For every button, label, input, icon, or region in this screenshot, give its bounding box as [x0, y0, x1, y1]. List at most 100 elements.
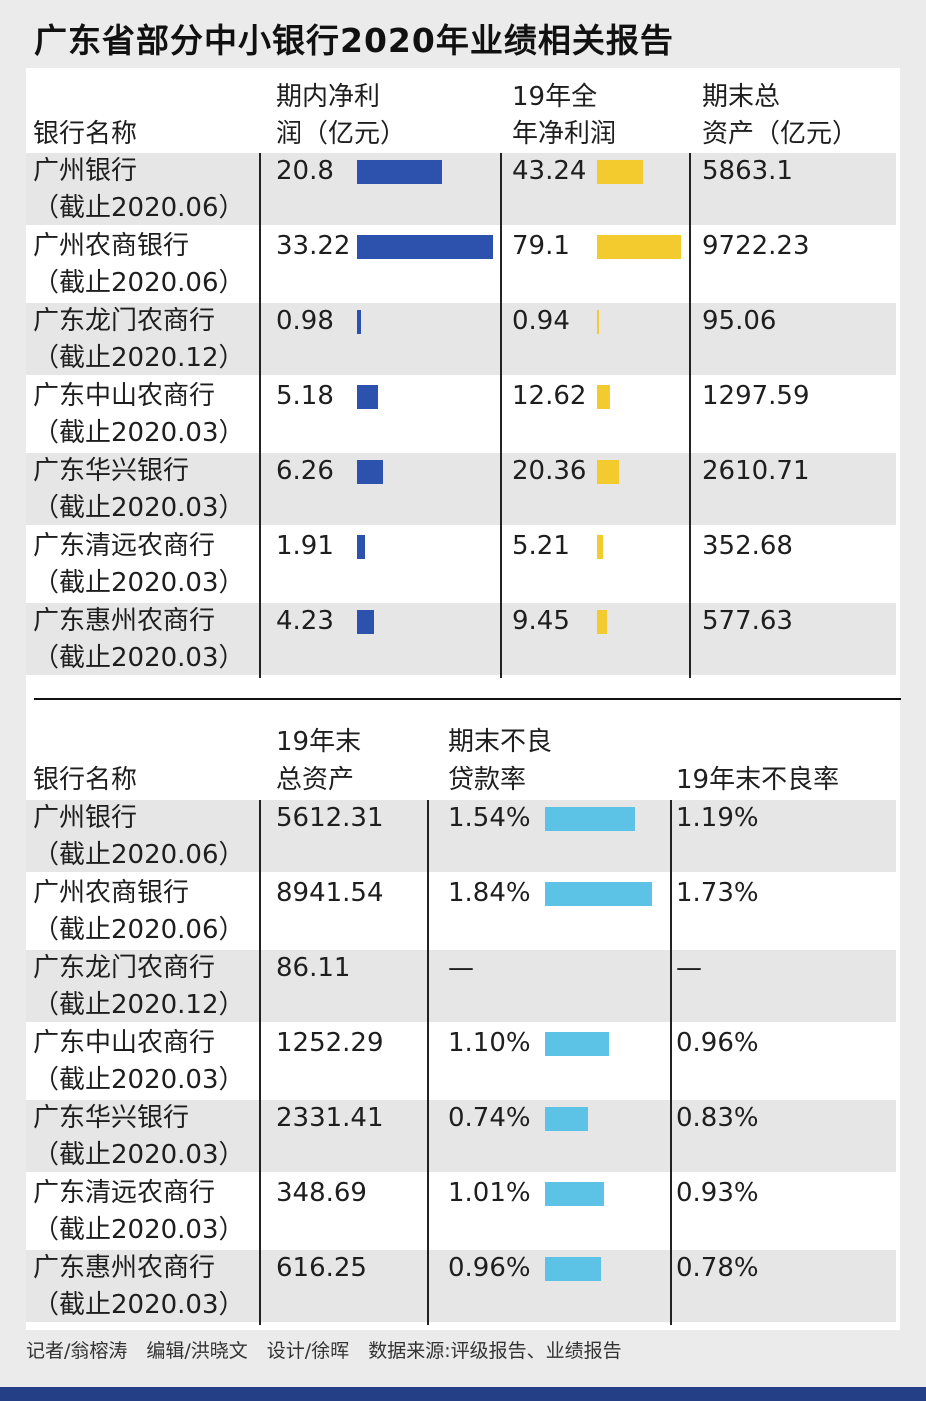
bank-name: 广东龙门农商行: [33, 953, 216, 983]
bank-name: 广东清远农商行: [33, 1178, 216, 1208]
header-assets-line2: 资产（亿元）: [702, 119, 859, 149]
bank-name: 广州银行: [33, 803, 138, 833]
bank-name: 广州农商银行: [33, 878, 190, 908]
npl-value: 0.96%: [448, 1253, 531, 1283]
npl-bar: [545, 1257, 601, 1281]
column-divider: [427, 800, 429, 1325]
net-profit-bar: [357, 610, 375, 634]
column-divider: [259, 153, 261, 678]
profit19-value: 12.62: [512, 381, 587, 411]
assets19-value: 616.25: [276, 1253, 367, 1283]
profit19-value: 79.1: [512, 231, 570, 261]
bank-period: （截止2020.12）: [33, 990, 245, 1020]
npl19-value: 0.78%: [676, 1253, 759, 1283]
bank-name: 广东华兴银行: [33, 1103, 190, 1133]
page-title: 广东省部分中小银行2020年业绩相关报告: [34, 21, 674, 60]
header-profit19-line2: 年净利润: [512, 119, 617, 149]
npl19-value: 0.96%: [676, 1028, 759, 1058]
header-bank-name-2: 银行名称: [33, 765, 138, 795]
profit19-value: 5.21: [512, 531, 570, 561]
profit19-value: 0.94: [512, 306, 570, 336]
header-assets19-line2: 总资产: [276, 765, 355, 795]
profit19-bar: [597, 385, 611, 409]
bank-period: （截止2020.03）: [33, 493, 245, 523]
net-profit-value: 5.18: [276, 381, 334, 411]
bank-name: 广东龙门农商行: [33, 306, 216, 336]
net-profit-bar: [357, 385, 379, 409]
npl19-value: 0.93%: [676, 1178, 759, 1208]
bank-period: （截止2020.03）: [33, 418, 245, 448]
assets-value: 2610.71: [702, 456, 810, 486]
npl-bar: [545, 1032, 609, 1056]
header-assets-line1: 期末总: [702, 82, 781, 112]
bottom-band: [0, 1387, 926, 1401]
npl19-value: 1.73%: [676, 878, 759, 908]
assets-value: 352.68: [702, 531, 793, 561]
column-divider: [670, 800, 672, 1325]
profit19-value: 9.45: [512, 606, 570, 636]
header-net-profit-line1: 期内净利: [276, 82, 381, 112]
bank-period: （截止2020.06）: [33, 268, 245, 298]
bank-name: 广东惠州农商行: [33, 606, 216, 636]
assets-value: 95.06: [702, 306, 777, 336]
assets19-value: 348.69: [276, 1178, 367, 1208]
column-divider: [500, 153, 502, 678]
npl-bar: [545, 882, 652, 906]
assets19-value: 8941.54: [276, 878, 384, 908]
bank-period: （截止2020.06）: [33, 915, 245, 945]
bank-name: 广东华兴银行: [33, 456, 190, 486]
net-profit-bar: [357, 235, 493, 259]
bank-period: （截止2020.03）: [33, 1140, 245, 1170]
net-profit-value: 20.8: [276, 156, 334, 186]
npl-value: 1.01%: [448, 1178, 531, 1208]
credits-footer: 记者/翁榕涛 编辑/洪晓文 设计/徐晖 数据来源:评级报告、业绩报告: [26, 1340, 622, 1362]
row-stripe: [26, 303, 896, 375]
net-profit-value: 4.23: [276, 606, 334, 636]
header-net-profit-line2: 润（亿元）: [276, 119, 407, 149]
npl19-value: 0.83%: [676, 1103, 759, 1133]
bank-name: 广东清远农商行: [33, 531, 216, 561]
row-stripe: [26, 153, 896, 225]
assets19-value: 86.11: [276, 953, 351, 983]
assets-value: 1297.59: [702, 381, 810, 411]
bank-period: （截止2020.03）: [33, 1065, 245, 1095]
bank-name: 广东中山农商行: [33, 381, 216, 411]
section-divider: [34, 698, 901, 700]
net-profit-bar: [357, 160, 443, 184]
column-divider: [259, 800, 261, 1325]
net-profit-bar: [357, 310, 361, 334]
row-stripe: [26, 603, 896, 675]
npl-value: —: [448, 953, 474, 983]
header-assets19-line1: 19年末: [276, 727, 362, 757]
npl-value: 1.54%: [448, 803, 531, 833]
npl-bar: [545, 1182, 604, 1206]
assets19-value: 1252.29: [276, 1028, 384, 1058]
assets-value: 9722.23: [702, 231, 810, 261]
npl-bar: [545, 807, 635, 831]
npl19-value: —: [676, 953, 702, 983]
row-stripe: [26, 800, 896, 872]
row-stripe: [26, 453, 896, 525]
npl-value: 0.74%: [448, 1103, 531, 1133]
profit19-value: 43.24: [512, 156, 587, 186]
bank-name: 广州农商银行: [33, 231, 190, 261]
bank-period: （截止2020.03）: [33, 1215, 245, 1245]
bank-period: （截止2020.03）: [33, 643, 245, 673]
bank-period: （截止2020.12）: [33, 343, 245, 373]
bank-period: （截止2020.03）: [33, 1290, 245, 1320]
net-profit-value: 1.91: [276, 531, 334, 561]
profit19-bar: [597, 610, 608, 634]
profit19-value: 20.36: [512, 456, 587, 486]
header-npl-line1: 期末不良: [448, 727, 553, 757]
assets19-value: 5612.31: [276, 803, 384, 833]
bank-name: 广东中山农商行: [33, 1028, 216, 1058]
bank-name: 广东惠州农商行: [33, 1253, 216, 1283]
profit19-bar: [597, 160, 643, 184]
npl-bar: [545, 1107, 589, 1131]
net-profit-bar: [357, 535, 365, 559]
profit19-bar: [597, 535, 603, 559]
bank-name: 广州银行: [33, 156, 138, 186]
header-npl-line2: 贷款率: [448, 765, 527, 795]
net-profit-value: 0.98: [276, 306, 334, 336]
net-profit-bar: [357, 460, 383, 484]
